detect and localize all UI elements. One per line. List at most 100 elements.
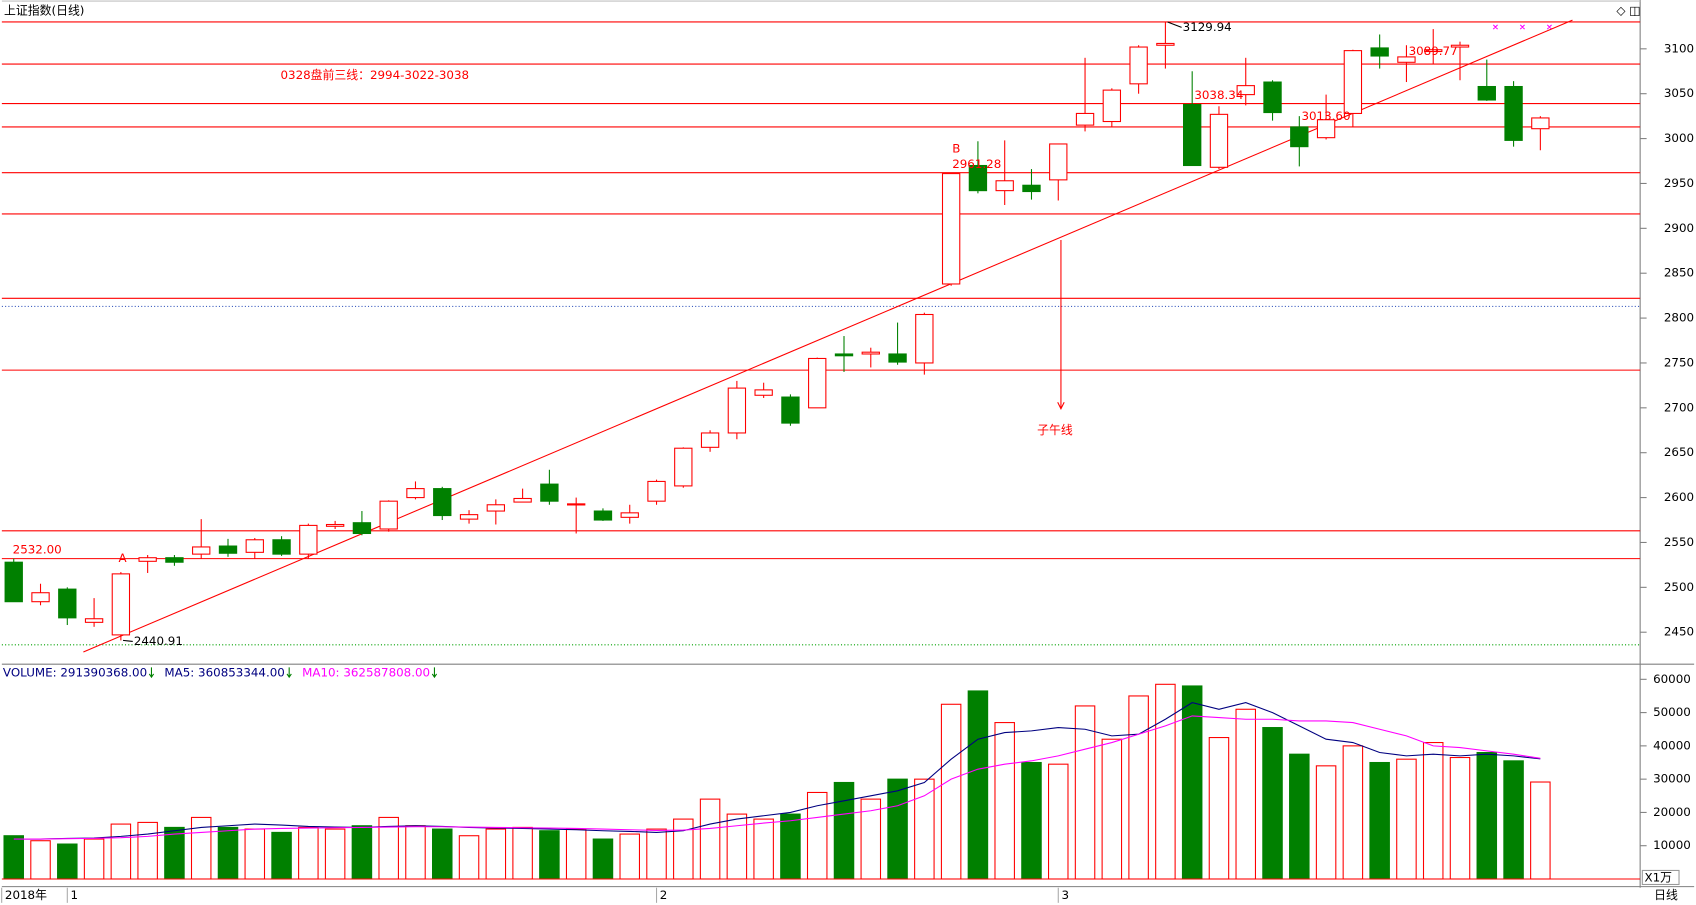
candle-body: [1236, 85, 1255, 96]
candle-body: [1504, 85, 1523, 141]
volume-bar: [1074, 705, 1096, 880]
candle-body: [111, 573, 131, 636]
candle-body: [754, 389, 773, 396]
candle-body: [1022, 184, 1041, 193]
volume-bar: [485, 828, 507, 880]
candle-body: [58, 588, 77, 619]
candle-body: [540, 483, 559, 502]
candle-body: [138, 557, 157, 562]
candle-body: [566, 503, 586, 506]
volume-bar: [30, 840, 51, 880]
candle-body: [218, 545, 238, 554]
volume-bar: [405, 825, 426, 880]
candle-body: [995, 180, 1014, 192]
volume-bar: [914, 778, 935, 880]
volume-bar: [967, 690, 989, 880]
candle-body: [1075, 112, 1095, 126]
down-arrow: [148, 667, 155, 679]
candle-body: [1316, 119, 1336, 139]
volume-bar: [1503, 760, 1524, 880]
volume-header: VOLUME: 291390368.00: [3, 665, 147, 679]
volume-bar: [432, 828, 453, 880]
candle-body: [165, 557, 184, 563]
volume-bar: [83, 838, 105, 880]
ma-line: [13, 702, 1541, 840]
candle-body: [1102, 89, 1122, 123]
annotation-label: 3129.94: [1183, 20, 1232, 34]
candle-body: [647, 480, 666, 502]
markers: [1492, 24, 1552, 30]
y-tick-label: 2900: [1664, 221, 1694, 235]
y-tick-label: 10000: [1653, 838, 1691, 852]
volume-bar: [324, 828, 346, 880]
candle-body: [433, 488, 452, 517]
x-tick-label: 2018年: [5, 888, 47, 902]
annotation-label: 3038.34: [1194, 88, 1243, 102]
y-tick-label: 2700: [1664, 400, 1694, 414]
volume-bar: [244, 828, 266, 880]
candle-body: [272, 539, 291, 555]
volume-bar: [1396, 758, 1417, 880]
volume-bar: [512, 826, 533, 880]
icon[interactable]: ◇ ◫: [1616, 3, 1640, 17]
y-tick-label: 2950: [1664, 176, 1694, 190]
volume-bar: [994, 722, 1015, 880]
candle-body: [406, 488, 425, 499]
volume-bar: [565, 828, 587, 880]
candle-body: [1343, 50, 1363, 114]
x-tick-label: 1: [71, 888, 79, 902]
volume-bar: [1289, 753, 1310, 880]
y-tick-label: 60000: [1653, 672, 1691, 686]
annotation-label: 2440.91: [134, 634, 183, 648]
y-tick-label: 3050: [1664, 86, 1694, 100]
volume-bar: [726, 813, 748, 880]
y-tick-label: 2600: [1664, 490, 1694, 504]
volume-bar: [1208, 737, 1230, 880]
candle-body: [352, 522, 372, 535]
volume-bar: [1422, 742, 1444, 880]
candle-body: [31, 592, 50, 603]
candle-body: [459, 514, 479, 520]
arrow-head: [1057, 402, 1065, 410]
volume-bar: [1342, 745, 1364, 880]
y-tick-label: 2850: [1664, 266, 1694, 280]
volume-bar: [940, 703, 962, 880]
candle-body: [834, 353, 854, 357]
volume-bar: [1021, 761, 1042, 880]
candle-body: [1531, 117, 1550, 130]
volume-bar: [1449, 756, 1471, 880]
candle-body: [888, 353, 907, 363]
candle-body: [299, 524, 318, 555]
candle-body: [1424, 49, 1443, 53]
candle-body: [245, 539, 264, 553]
x-tick-label: 2: [660, 888, 668, 902]
volume-header: MA10: 362587808.00: [302, 665, 430, 679]
candle-body: [915, 313, 934, 364]
annotation-label: 2961.28: [952, 157, 1001, 171]
y-tick-label: 2800: [1664, 311, 1694, 325]
volume-bar: [137, 821, 158, 880]
candle-body: [781, 396, 800, 424]
chart-header: 上证指数(日线): [4, 3, 84, 17]
candle-body: [593, 510, 613, 521]
candle-body: [1263, 81, 1282, 114]
candle-body: [727, 387, 747, 434]
volume-bar: [298, 826, 319, 880]
volume-bar: [458, 835, 480, 880]
volume-bar: [887, 778, 908, 880]
volume-bar: [271, 831, 292, 880]
candle-body: [513, 497, 532, 503]
arrow-label: 子午线: [1037, 423, 1073, 437]
y-tick-label: 2550: [1664, 535, 1694, 549]
down-arrow: [286, 667, 292, 679]
volume-bar: [1155, 683, 1176, 880]
candle-body: [808, 357, 827, 409]
volume-bar: [57, 843, 78, 880]
candle-body: [700, 432, 720, 448]
candle-body: [1049, 143, 1068, 181]
volume-bar: [1315, 765, 1337, 880]
candle-body: [379, 500, 398, 530]
period-label[interactable]: 日线: [1654, 888, 1678, 902]
